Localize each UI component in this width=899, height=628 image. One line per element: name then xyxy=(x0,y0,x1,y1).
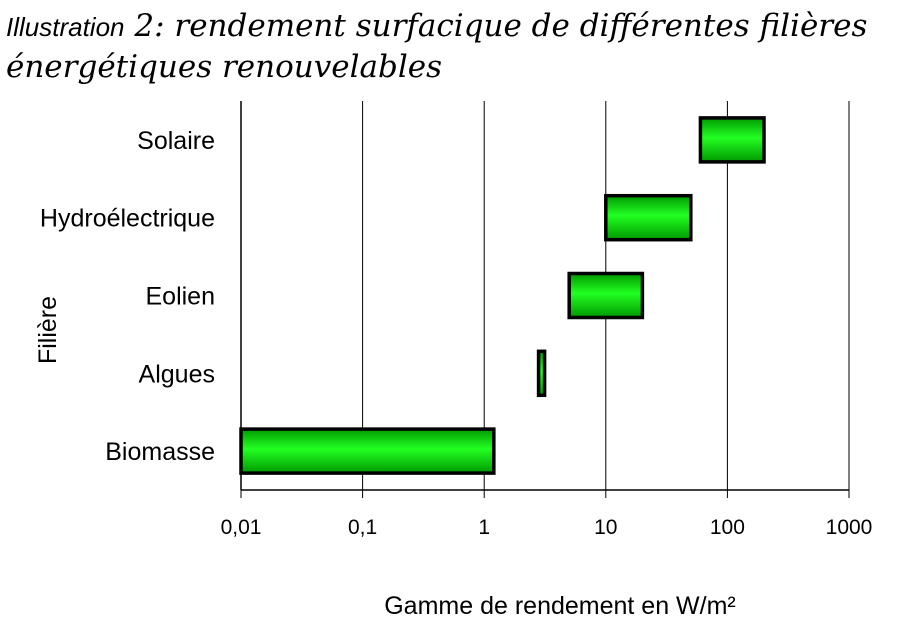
bar-biomasse xyxy=(239,427,496,475)
bar-algues xyxy=(536,349,547,398)
bar-eolien xyxy=(567,271,645,320)
category-label-hydroelectrique: Hydroélectrique xyxy=(40,205,215,233)
x-axis-title: Gamme de rendement en W/m² xyxy=(384,592,736,620)
bar-solaire xyxy=(698,116,766,164)
caption-rest: 2: rendement surfacique de différentes f… xyxy=(6,8,868,85)
x-tick-label: 0,01 xyxy=(221,516,262,539)
labels: 0,01 0,1 1 10 100 1000 Solaire Hydroélectrique E… xyxy=(40,127,872,539)
caption-lead: Illustration xyxy=(6,12,125,42)
category-label-solaire: Solaire xyxy=(137,127,215,155)
figure-caption: Illustration 2: rendement surfacique de … xyxy=(6,6,886,87)
category-label-algues: Algues xyxy=(139,360,215,388)
x-tick-label: 1 xyxy=(478,516,490,539)
x-tick-label: 10 xyxy=(594,516,617,539)
category-label-biomasse: Biomasse xyxy=(105,438,215,466)
bars xyxy=(239,116,766,475)
y-axis-title: Filière xyxy=(34,296,62,364)
grid-lines xyxy=(240,101,850,498)
x-tick-label: 100 xyxy=(710,516,745,539)
bar-hydroelectrique xyxy=(604,193,693,242)
x-tick-label: 0,1 xyxy=(348,516,377,539)
x-tick-label: 1000 xyxy=(826,516,873,539)
category-label-eolien: Eolien xyxy=(146,283,216,311)
